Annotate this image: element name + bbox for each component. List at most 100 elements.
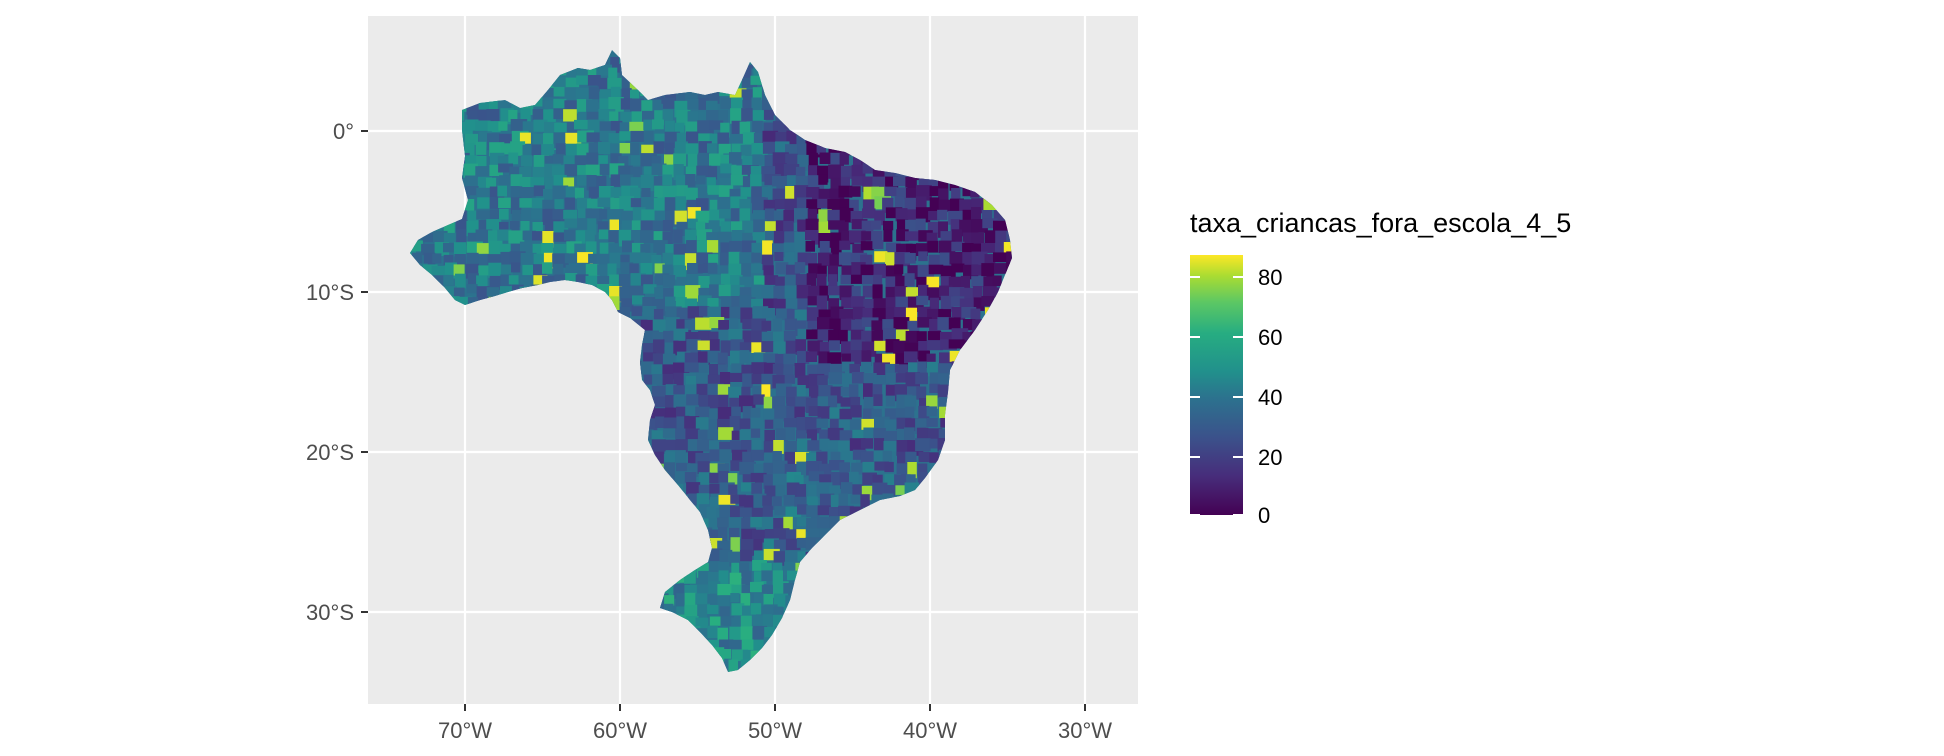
- municipality-patch: [808, 285, 823, 299]
- municipality-patch: [665, 395, 675, 410]
- municipality-patch: [750, 603, 762, 615]
- municipality-patch: [467, 110, 484, 121]
- municipality-patch: [905, 231, 921, 241]
- municipality-patch: [729, 416, 741, 432]
- x-tick-label: 40°W: [903, 718, 957, 743]
- municipality-patch: [828, 329, 841, 343]
- municipality-patch: [948, 317, 961, 330]
- municipality-patch: [940, 265, 956, 278]
- municipality-patch: [443, 219, 455, 234]
- municipality-patch: [872, 176, 887, 188]
- municipality-patch: [652, 119, 664, 130]
- municipality-patch: [863, 383, 873, 400]
- municipality-patch: [697, 263, 715, 273]
- municipality-patch: [960, 275, 971, 293]
- municipality-patch: [599, 130, 616, 141]
- municipality-patch: [860, 241, 874, 251]
- municipality-patch: [970, 243, 982, 258]
- municipality-patch: [730, 372, 747, 382]
- municipality-patch: [654, 210, 667, 221]
- municipality-patch: [665, 296, 676, 311]
- municipality-patch: [970, 187, 980, 198]
- municipality-patch: [728, 551, 741, 563]
- municipality-patch: [443, 254, 454, 265]
- municipality-patch: [563, 177, 575, 194]
- municipality-patch: [552, 185, 569, 201]
- municipality-patch: [827, 440, 841, 450]
- municipality-patch: [653, 451, 664, 469]
- municipality-patch: [686, 394, 699, 406]
- municipality-patch: [785, 529, 797, 544]
- municipality-patch: [828, 340, 840, 351]
- y-tick-label: 10°S: [306, 280, 354, 305]
- municipality-patch: [939, 285, 953, 297]
- municipality-patch: [674, 141, 688, 153]
- municipality-patch: [762, 614, 773, 629]
- municipality-patch: [488, 262, 502, 278]
- municipality-patch: [773, 539, 789, 551]
- municipality-patch: [478, 220, 493, 231]
- municipality-patch: [486, 177, 497, 192]
- municipality-patch: [741, 570, 752, 587]
- municipality-patch: [764, 419, 776, 429]
- municipality-patch: [873, 450, 887, 462]
- municipality-patch: [817, 265, 827, 277]
- municipality-patch: [916, 276, 932, 289]
- municipality-patch: [773, 440, 784, 454]
- municipality-patch: [619, 196, 635, 213]
- municipality-patch: [795, 166, 806, 180]
- municipality-patch: [816, 451, 828, 468]
- municipality-patch: [564, 164, 579, 177]
- municipality-patch: [906, 474, 916, 485]
- municipality-patch: [763, 109, 774, 120]
- municipality-patch: [772, 188, 785, 201]
- municipality-patch: [498, 121, 508, 131]
- municipality-patch: [849, 363, 860, 374]
- municipality-patch: [806, 273, 817, 288]
- municipality-patch: [786, 308, 803, 320]
- municipality-patch: [918, 405, 930, 419]
- municipality-patch: [862, 199, 876, 211]
- municipality-patch: [707, 143, 717, 161]
- municipality-patch: [742, 100, 752, 111]
- municipality-patch: [563, 229, 578, 241]
- municipality-patch: [763, 265, 774, 282]
- municipality-patch: [720, 252, 732, 266]
- municipality-patch: [508, 110, 518, 122]
- axis-ticks: [361, 130, 1086, 711]
- municipality-patch: [731, 97, 743, 109]
- municipality-patch: [916, 295, 929, 306]
- municipality-patch: [808, 165, 819, 182]
- municipality-patch: [685, 428, 700, 440]
- municipality-patch: [673, 153, 687, 167]
- municipality-patch: [882, 197, 894, 213]
- municipality-patch: [500, 143, 515, 155]
- municipality-patch: [521, 155, 533, 167]
- municipality-patch: [718, 471, 729, 484]
- municipality-patch: [981, 243, 997, 253]
- municipality-patch: [641, 197, 658, 211]
- municipality-patch: [752, 560, 767, 571]
- municipality-patch: [808, 152, 818, 167]
- municipality-patch: [423, 252, 436, 269]
- municipality-patch: [698, 504, 710, 517]
- municipality-patch: [761, 341, 774, 353]
- municipality-patch: [684, 319, 702, 331]
- municipality-patch: [871, 320, 887, 333]
- municipality-patch: [861, 231, 876, 241]
- municipality-patch: [840, 318, 853, 331]
- municipality-patch: [938, 429, 949, 443]
- municipality-patch: [948, 339, 965, 349]
- municipality-patch: [663, 417, 680, 432]
- municipality-patch: [662, 353, 676, 367]
- municipality-patch: [684, 584, 701, 597]
- municipality-patch: [752, 120, 763, 138]
- municipality-patch: [662, 97, 675, 109]
- municipality-patch: [719, 178, 736, 190]
- municipality-patch: [785, 153, 798, 165]
- municipality-patch: [728, 251, 741, 269]
- municipality-patch: [709, 317, 725, 329]
- municipality-patch: [655, 416, 665, 428]
- municipality-patch: [728, 473, 738, 490]
- municipality-patch: [763, 538, 779, 549]
